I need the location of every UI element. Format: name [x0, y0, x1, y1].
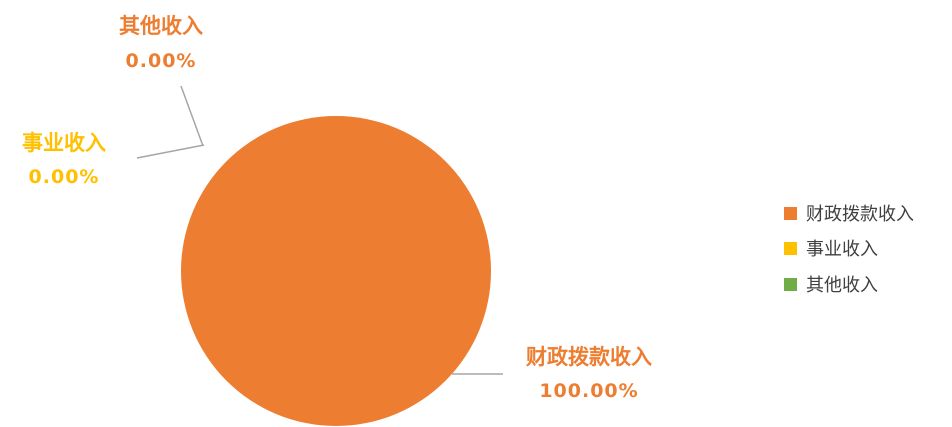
legend-swatch-business-income: [784, 242, 797, 255]
legend-label-business-income: 事业收入: [806, 239, 878, 260]
legend-swatch-other-income: [784, 278, 797, 291]
pie-slices: [181, 116, 491, 426]
data-label-other-income: 其他收入 0.00%: [119, 14, 203, 72]
data-label-business-income-value: 0.00%: [29, 166, 100, 188]
pie-slice-fiscal-appropriation: [181, 116, 491, 426]
data-label-fiscal-appropriation: 财政拨款收入 100.00%: [526, 345, 652, 402]
data-label-business-income-name: 事业收入: [22, 131, 106, 155]
data-label-fiscal-appropriation-value: 100.00%: [539, 380, 638, 402]
legend-item-other-income: 其他收入: [784, 275, 878, 296]
leader-line-business-income: [136, 144, 205, 159]
leader-line-other-income: [180, 85, 204, 147]
legend-item-business-income: 事业收入: [784, 239, 878, 260]
data-label-other-income-value: 0.00%: [126, 50, 197, 72]
legend-label-fiscal-appropriation: 财政拨款收入: [806, 204, 914, 225]
data-label-business-income: 事业收入 0.00%: [22, 131, 106, 188]
legend-item-fiscal-appropriation: 财政拨款收入: [784, 204, 914, 225]
legend-swatch-fiscal-appropriation: [784, 207, 797, 220]
data-label-other-income-name: 其他收入: [119, 14, 203, 38]
legend: 财政拨款收入 事业收入 其他收入: [784, 204, 914, 296]
legend-label-other-income: 其他收入: [806, 275, 878, 296]
leader-lines: [136, 85, 503, 375]
data-label-fiscal-appropriation-name: 财政拨款收入: [526, 345, 652, 369]
